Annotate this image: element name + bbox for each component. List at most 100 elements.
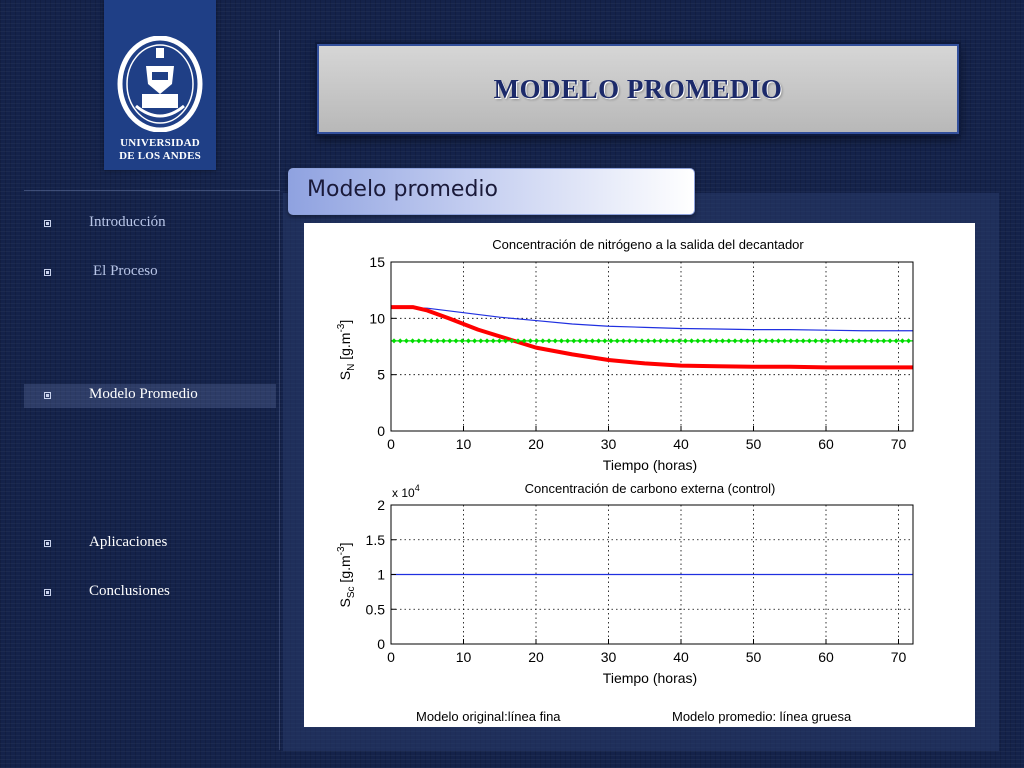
- chart1-xtick-label: 50: [746, 436, 762, 452]
- subtitle-tab: Modelo promedio: [288, 168, 695, 215]
- chart1-series-line-1: [391, 305, 913, 370]
- chart1-marker: [831, 338, 837, 344]
- chart2-xtick-label: 0: [387, 649, 395, 665]
- university-crest-icon: [117, 36, 203, 132]
- chart1-grid: [390, 261, 913, 432]
- chart1-marker: [751, 338, 757, 344]
- chart1-marker: [484, 338, 490, 344]
- chart-carbon: Concentración de carbono externa (contro…: [336, 481, 914, 686]
- chart1-marker: [633, 338, 639, 344]
- chart1-marker: [459, 338, 465, 344]
- legend-original: Modelo original:línea fina: [416, 709, 561, 724]
- chart1-marker: [503, 338, 509, 344]
- chart2-multiplier: x 104: [392, 483, 420, 500]
- nav-item-label: Conclusiones: [89, 583, 170, 599]
- chart1-marker: [713, 338, 719, 344]
- chart2-ytick-label: 1.5: [366, 532, 386, 548]
- chart1-marker: [645, 338, 651, 344]
- chart2-ticks: 0 10 20 30 40 50 60 70 0 0.5 1 1.5 2: [366, 497, 907, 665]
- chart1-marker: [472, 338, 478, 344]
- chart1-marker: [825, 338, 831, 344]
- chart2-xtick-label: 40: [673, 649, 689, 665]
- chart1-marker: [465, 338, 471, 344]
- chart1-marker: [490, 338, 496, 344]
- chart1-marker: [441, 338, 447, 344]
- square-bullet-icon: [44, 392, 51, 399]
- chart1-marker: [788, 338, 794, 344]
- chart2-xtick-label: 10: [456, 649, 472, 665]
- chart1-marker: [627, 338, 633, 344]
- chart1-marker: [540, 338, 546, 344]
- nav-item-modelo-promedio[interactable]: Modelo Promedio: [24, 384, 276, 408]
- nav-item-el-proceso[interactable]: El Proceso: [24, 261, 276, 285]
- slide-subtitle: Modelo promedio: [307, 177, 498, 202]
- chart1-marker: [552, 338, 558, 344]
- chart1-marker: [664, 338, 670, 344]
- chart1-marker: [893, 338, 899, 344]
- chart1-marker: [608, 338, 614, 344]
- chart2-xtick-label: 50: [746, 649, 762, 665]
- chart1-marker: [794, 338, 800, 344]
- chart1-marker: [416, 338, 422, 344]
- chart1-xtick-label: 40: [673, 436, 689, 452]
- chart2-xlabel: Tiempo (horas): [603, 670, 697, 686]
- chart2-ytick-label: 2: [377, 497, 385, 513]
- nav-item-aplicaciones[interactable]: Aplicaciones: [24, 532, 276, 556]
- chart1-xlabel: Tiempo (horas): [603, 457, 697, 473]
- nav-item-introduccion[interactable]: Introducción: [24, 212, 276, 236]
- slide-title-box: MODELO PROMEDIO: [317, 44, 959, 134]
- chart-nitrogen: Concentración de nitrógeno a la salida d…: [336, 237, 914, 473]
- chart1-ytick-label: 10: [369, 310, 385, 326]
- chart1-xtick-label: 0: [387, 436, 395, 452]
- square-bullet-icon: [44, 220, 51, 227]
- chart1-marker: [534, 338, 540, 344]
- chart1-marker: [775, 338, 781, 344]
- chart2-ylabel: SSc [g.m-3]: [336, 543, 357, 608]
- chart1-marker: [546, 338, 552, 344]
- chart1-marker: [527, 338, 533, 344]
- chart1-marker: [800, 338, 806, 344]
- chart1-marker: [899, 338, 905, 344]
- chart1-ylabel: SN [g.m-3]: [336, 320, 357, 381]
- chart1-marker: [732, 338, 738, 344]
- chart1-marker: [509, 338, 515, 344]
- logo-text-line1: UNIVERSIDAD: [120, 137, 200, 149]
- chart1-marker: [602, 338, 608, 344]
- chart1-marker: [856, 338, 862, 344]
- chart1-series-line-0: [390, 306, 913, 332]
- chart1-marker: [651, 338, 657, 344]
- chart1-marker: [521, 338, 527, 344]
- chart1-title: Concentración de nitrógeno a la salida d…: [492, 237, 804, 252]
- chart1-marker: [707, 338, 713, 344]
- chart1-xtick-label: 70: [891, 436, 907, 452]
- chart1-marker: [837, 338, 843, 344]
- chart1-marker: [391, 338, 397, 344]
- chart1-marker: [658, 338, 664, 344]
- chart1-marker: [397, 338, 403, 344]
- chart1-xtick-label: 60: [818, 436, 834, 452]
- chart1-marker: [819, 338, 825, 344]
- nav-item-label: Introducción: [89, 214, 166, 230]
- chart1-series-markers-2: [391, 338, 912, 344]
- chart1-marker: [676, 338, 682, 344]
- university-logo: UNIVERSIDAD DE LOS ANDES: [104, 0, 216, 170]
- chart1-marker: [670, 338, 676, 344]
- chart1-ytick-label: 0: [377, 423, 385, 439]
- chart1-marker: [478, 338, 484, 344]
- chart2-xtick-label: 60: [818, 649, 834, 665]
- chart1-ytick-label: 5: [377, 367, 385, 383]
- nav-item-conclusiones[interactable]: Conclusiones: [24, 581, 276, 605]
- chart1-marker: [850, 338, 856, 344]
- chart1-marker: [887, 338, 893, 344]
- chart1-marker: [614, 338, 620, 344]
- square-bullet-icon: [44, 269, 51, 276]
- chart1-marker: [881, 338, 887, 344]
- chart1-ticks: 0 10 20 30 40 50 60 70 0 5 10 15: [369, 254, 906, 452]
- chart1-xtick-label: 30: [601, 436, 617, 452]
- chart1-marker: [763, 338, 769, 344]
- nav-item-label: Aplicaciones: [89, 534, 168, 550]
- vertical-divider: [279, 30, 280, 750]
- chart1-marker: [862, 338, 868, 344]
- chart1-xtick-label: 20: [528, 436, 544, 452]
- chart1-marker: [496, 338, 502, 344]
